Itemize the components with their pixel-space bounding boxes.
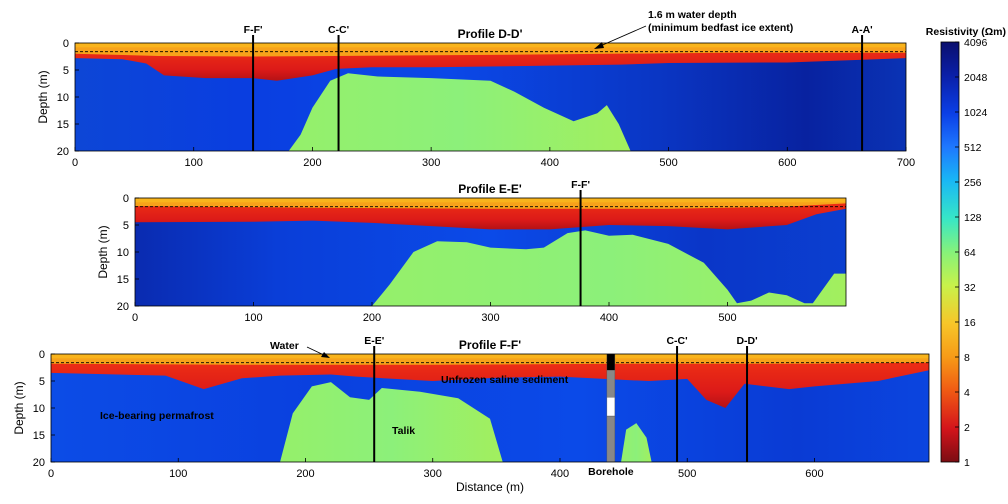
colorbar: Resistivity (Ωm) 40962048102451225612864…: [926, 26, 1006, 469]
section-line-label: C-C': [328, 24, 349, 36]
x-tick-label: 700: [897, 157, 915, 169]
colorbar-tick-label: 8: [964, 352, 970, 364]
water-surface-top: [75, 43, 906, 48]
x-tick-label: 500: [678, 468, 696, 480]
y-axis-label: Depth (m): [36, 70, 50, 123]
x-tick-label: 300: [481, 312, 499, 324]
x-tick-label: 400: [600, 312, 618, 324]
section-line-label: E-E': [364, 335, 384, 347]
y-tick-label: 15: [33, 430, 45, 442]
x-tick-label: 200: [303, 157, 321, 169]
y-tick-label: 5: [39, 376, 45, 388]
annotation-arrow-head: [594, 42, 604, 49]
y-tick-label: 0: [63, 38, 69, 50]
y-tick-label: 15: [117, 274, 129, 286]
talik-region: [621, 423, 652, 462]
annotation-permafrost: Ice-bearing permafrost: [100, 410, 214, 422]
annotation-unfrozen-saline: Unfrozen saline sediment: [441, 374, 569, 386]
borehole-segment: [606, 397, 616, 417]
x-tick-label: 100: [244, 312, 262, 324]
x-tick-label: 200: [296, 468, 314, 480]
section-line-label: A-A': [851, 24, 872, 36]
profile-panel: F-F' C-C' A-A' 0 100 200 300 400 500 600 700 0 5 10 15…: [36, 9, 915, 169]
x-tick-label: 0: [132, 312, 138, 324]
y-axis-label: Depth (m): [96, 225, 110, 278]
annotation-arrow: [597, 25, 647, 48]
x-tick-label: 500: [659, 157, 677, 169]
panel-title: Profile F-F': [459, 338, 521, 352]
profile-panel: Borehole E-E' C-C' D-D' 0 100 200 300 400 500 600 0…: [12, 335, 930, 494]
x-axis-label: Distance (m): [456, 480, 524, 494]
profile-panel: F-F' 0 100 200 300 400 500 0 5 10 15 20 Depth (m) Pro…: [96, 179, 847, 324]
colorbar-tick-label: 1024: [964, 107, 988, 119]
plot-area: [75, 43, 906, 151]
plot-area: [135, 198, 846, 306]
plot-area: [51, 354, 929, 462]
annotation-arrow-head: [321, 352, 330, 358]
y-tick-label: 20: [57, 146, 69, 158]
colorbar-tick-label: 64: [964, 247, 976, 259]
water-surface-top: [135, 198, 846, 203]
x-tick-label: 100: [185, 157, 203, 169]
colorbar-tick-label: 16: [964, 317, 976, 329]
y-tick-label: 5: [123, 220, 129, 232]
x-tick-label: 0: [72, 157, 78, 169]
x-tick-label: 400: [541, 157, 559, 169]
y-tick-label: 10: [117, 247, 129, 259]
panel-title: Profile E-E': [458, 182, 522, 196]
talik-region: [280, 382, 503, 462]
colorbar-title: Resistivity (Ωm): [926, 26, 1006, 38]
colorbar-tick-label: 512: [964, 142, 982, 154]
section-line-label: D-D': [736, 335, 757, 347]
colorbar-tick-label: 4096: [964, 37, 988, 49]
colorbar-tick-label: 1: [964, 457, 970, 469]
section-line-label: C-C': [666, 335, 687, 347]
y-tick-label: 10: [33, 403, 45, 415]
y-tick-label: 20: [117, 301, 129, 313]
x-tick-label: 600: [778, 157, 796, 169]
section-line-label: F-F': [571, 179, 590, 191]
water-surface-top: [51, 354, 929, 359]
borehole-segment: [606, 415, 616, 462]
section-line-label: F-F': [244, 24, 263, 36]
colorbar-tick-label: 32: [964, 282, 976, 294]
borehole-segment: [606, 370, 616, 398]
y-tick-label: 15: [57, 119, 69, 131]
x-tick-label: 0: [48, 468, 54, 480]
annotation-bedfast-ice: (minimum bedfast ice extent): [648, 22, 793, 34]
y-tick-label: 20: [33, 457, 45, 469]
x-tick-label: 300: [422, 157, 440, 169]
y-tick-label: 0: [39, 349, 45, 361]
talik-region: [288, 73, 631, 151]
colorbar-tick-label: 128: [964, 212, 982, 224]
x-tick-label: 400: [551, 468, 569, 480]
annotation-talik: Talik: [392, 425, 415, 437]
x-tick-label: 600: [805, 468, 823, 480]
y-tick-label: 5: [63, 65, 69, 77]
borehole-label: Borehole: [588, 466, 634, 478]
y-tick-label: 0: [123, 193, 129, 205]
colorbar-tick-label: 2048: [964, 72, 988, 84]
x-tick-label: 100: [169, 468, 187, 480]
colorbar-tick-label: 256: [964, 177, 982, 189]
unfrozen-sediment-region: [51, 354, 929, 408]
x-tick-label: 500: [718, 312, 736, 324]
x-tick-label: 200: [363, 312, 381, 324]
talik-region: [372, 230, 846, 306]
y-axis-label: Depth (m): [12, 381, 26, 434]
colorbar-tick-label: 2: [964, 422, 970, 434]
annotation-water-depth: 1.6 m water depth: [648, 9, 737, 21]
colorbar-tick-label: 4: [964, 387, 970, 399]
x-tick-label: 300: [424, 468, 442, 480]
panel-title: Profile D-D': [458, 27, 523, 41]
borehole-segment: [606, 354, 616, 371]
annotation-water: Water: [270, 340, 299, 352]
y-tick-label: 10: [57, 92, 69, 104]
